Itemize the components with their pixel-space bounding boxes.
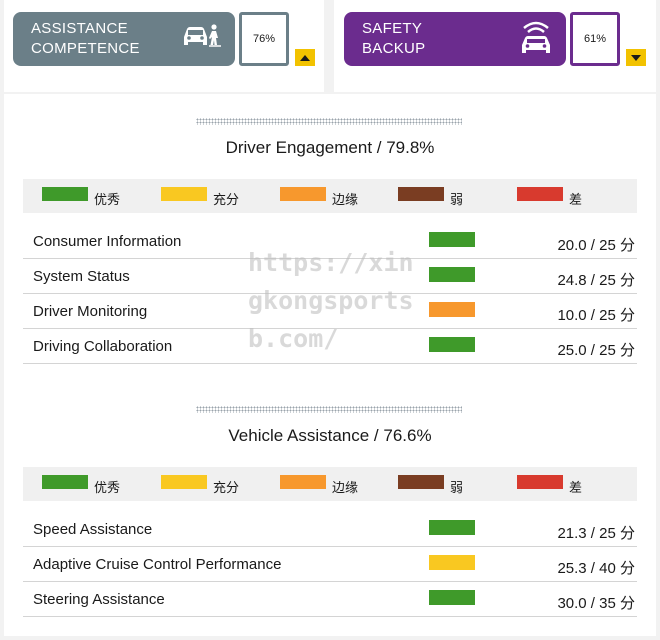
assistance-score: 76% (252, 33, 276, 45)
row-label: Speed Assistance (33, 521, 153, 538)
table-row: Steering Assistance 30.0 / 35 分 (23, 582, 637, 617)
rating-legend: 优秀 充分 边缘 弱 差 (23, 467, 637, 501)
row-score: 25.0 / 25 分 (557, 342, 635, 359)
legend-label: 充分 (213, 480, 240, 495)
assistance-expand-button[interactable] (295, 49, 315, 66)
rating-bar (429, 520, 475, 535)
row-label: Consumer Information (33, 233, 182, 250)
legend-label: 弱 (450, 480, 464, 495)
score-rows: Consumer Information 20.0 / 25 分 System … (23, 224, 637, 364)
legend-label: 优秀 (94, 480, 121, 495)
caret-up-icon (300, 54, 310, 61)
rating-bar (429, 337, 475, 352)
rating-bar (429, 232, 475, 247)
legend-label: 弱 (450, 192, 464, 207)
assistance-title-line1: ASSISTANCE (31, 20, 128, 37)
table-row: Adaptive Cruise Control Performance 25.3… (23, 547, 637, 582)
row-score: 10.0 / 25 分 (557, 307, 635, 324)
table-row: Speed Assistance 21.3 / 25 分 (23, 512, 637, 547)
legend-label: 差 (569, 480, 583, 495)
rating-bar (429, 267, 475, 282)
assistance-score-box: 76% (239, 12, 289, 66)
legend-swatch (398, 475, 444, 489)
safety-score-box: 61% (570, 12, 620, 66)
assistance-title: ASSISTANCE COMPETENCE (31, 19, 181, 59)
score-rows: Speed Assistance 21.3 / 25 分 Adaptive Cr… (23, 512, 637, 617)
row-label: Driver Monitoring (33, 303, 148, 320)
row-score: 25.3 / 40 分 (557, 560, 635, 577)
safety-backup-panel: SAFETY BACKUP 61% (334, 0, 656, 92)
row-score: 30.0 / 35 分 (557, 595, 635, 612)
safety-backup-tile[interactable]: SAFETY BACKUP (344, 12, 566, 66)
legend-swatch (161, 475, 207, 489)
table-row: Driver Monitoring 10.0 / 25 分 (23, 294, 637, 329)
rating-bar (429, 555, 475, 570)
safety-score: 61% (583, 33, 607, 45)
legend-swatch (280, 187, 326, 201)
legend-swatch (161, 187, 207, 201)
table-row: System Status 24.8 / 25 分 (23, 259, 637, 294)
legend-swatch (42, 187, 88, 201)
rating-bar (429, 590, 475, 605)
legend-swatch (280, 475, 326, 489)
assistance-title-line2: COMPETENCE (31, 40, 140, 57)
rating-bar (429, 302, 475, 317)
row-score: 24.8 / 25 分 (557, 272, 635, 289)
legend-swatch (517, 475, 563, 489)
legend-label: 边缘 (332, 192, 359, 207)
car-pedestrian-icon (181, 22, 223, 56)
legend-swatch (42, 475, 88, 489)
row-score: 20.0 / 25 分 (557, 237, 635, 254)
section-title: Vehicle Assistance / 76.6% (228, 426, 432, 445)
row-score: 21.3 / 25 分 (557, 525, 635, 542)
legend-label: 充分 (213, 192, 240, 207)
caret-down-icon (631, 54, 641, 61)
safety-title-line1: SAFETY (362, 20, 423, 37)
rating-legend: 优秀 充分 边缘 弱 差 (23, 179, 637, 213)
safety-expand-button[interactable] (626, 49, 646, 66)
table-row: Consumer Information 20.0 / 25 分 (23, 224, 637, 259)
legend-swatch (517, 187, 563, 201)
safety-title: SAFETY BACKUP (362, 19, 512, 59)
section-divider (196, 406, 462, 413)
row-label: Driving Collaboration (33, 338, 173, 355)
assistance-competence-tile[interactable]: ASSISTANCE COMPETENCE (13, 12, 235, 66)
section-title: Driver Engagement / 79.8% (225, 138, 435, 157)
safety-title-line2: BACKUP (362, 40, 426, 57)
assistance-competence-panel: ASSISTANCE COMPETENCE 76% (4, 0, 324, 92)
row-label: Adaptive Cruise Control Performance (33, 556, 282, 573)
section-divider (196, 118, 462, 125)
legend-label: 差 (569, 192, 583, 207)
table-row: Driving Collaboration 25.0 / 25 分 (23, 329, 637, 364)
row-label: Steering Assistance (33, 591, 165, 608)
legend-swatch (398, 187, 444, 201)
legend-label: 优秀 (94, 192, 121, 207)
car-signal-icon (518, 21, 554, 62)
row-label: System Status (33, 268, 130, 285)
legend-label: 边缘 (332, 480, 359, 495)
details-card: Driver Engagement / 79.8% 优秀 充分 边缘 弱 差 (4, 94, 656, 636)
